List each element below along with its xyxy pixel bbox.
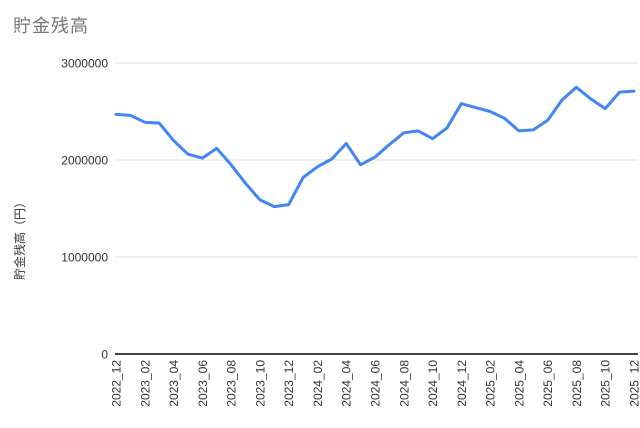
x-tick-label: 2023_12: [282, 360, 296, 407]
chart-title: 貯金残高: [13, 16, 89, 36]
x-tick-label: 2023_08: [225, 360, 239, 407]
x-tick-label: 2025_12: [628, 360, 640, 407]
y-tick-label: 2000000: [61, 154, 108, 168]
x-tick-label: 2024_02: [311, 360, 325, 407]
x-tick-label: 2025_10: [599, 360, 613, 407]
x-tick-label: 2025_04: [512, 360, 526, 407]
x-tick-label: 2024_08: [397, 360, 411, 407]
x-tick-label: 2023_10: [253, 360, 267, 407]
x-tick-label: 2023_06: [196, 360, 210, 407]
x-tick-label: 2024_10: [426, 360, 440, 407]
x-tick-label: 2024_04: [340, 360, 354, 407]
x-tick-label: 2025_02: [484, 360, 498, 407]
x-tick-label: 2025_08: [570, 360, 584, 407]
x-tick-label: 2024_12: [455, 360, 469, 407]
series-line-savings: [114, 85, 636, 209]
y-tick-label: 3000000: [61, 57, 108, 71]
x-tick-label: 2023_02: [138, 360, 152, 407]
x-tick-label: 2024_06: [369, 360, 383, 407]
x-tick-label: 2025_06: [541, 360, 555, 407]
y-axis-title: 貯金残高（円）: [12, 196, 27, 280]
x-tick-label: 2023_04: [167, 360, 181, 407]
y-tick-label: 1000000: [61, 251, 108, 265]
y-tick-label: 0: [101, 348, 108, 362]
x-tick-label: 2022_12: [110, 360, 124, 407]
